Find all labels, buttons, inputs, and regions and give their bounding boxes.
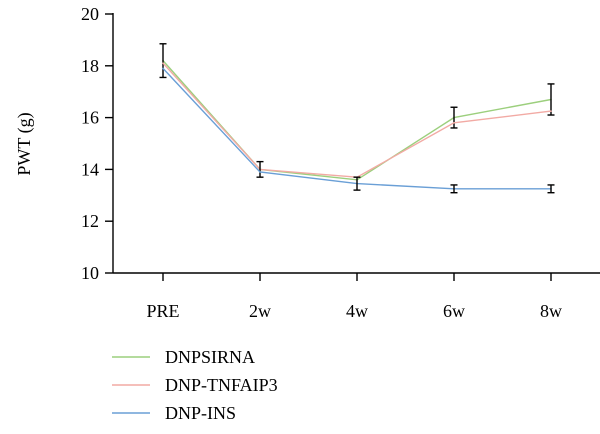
series-line-dnp-tnfaip3 bbox=[162, 62, 552, 178]
series-line-dnpsirna bbox=[162, 60, 552, 181]
x-tick-label: 6w bbox=[443, 301, 465, 321]
legend: DNPSIRNA DNP-TNFAIP3 DNP-INS bbox=[112, 347, 278, 423]
data-point-dnp-tnfaip3 bbox=[453, 121, 455, 124]
x-tick-label: 8w bbox=[540, 301, 562, 321]
y-axis-title: PWT (g) bbox=[14, 112, 35, 175]
data-point-dnp-tnfaip3 bbox=[162, 62, 164, 65]
data-point-dnp-ins bbox=[259, 171, 261, 173]
legend-label: DNPSIRNA bbox=[165, 347, 255, 367]
y-tick-label: 12 bbox=[81, 211, 99, 231]
y-tick-label: 14 bbox=[81, 159, 99, 179]
legend-label: DNP-TNFAIP3 bbox=[165, 375, 278, 395]
y-tick-label: 10 bbox=[81, 263, 99, 283]
y-tick-label: 16 bbox=[81, 108, 99, 128]
y-tick-label: 20 bbox=[81, 4, 99, 24]
x-tick-label: 2w bbox=[249, 301, 271, 321]
data-point-dnp-tnfaip3 bbox=[550, 110, 552, 112]
series-line-dnp-ins bbox=[162, 67, 551, 190]
x-tick-label: 4w bbox=[346, 301, 368, 321]
legend-label: DNP-INS bbox=[165, 403, 236, 423]
y-tick-label: 18 bbox=[81, 56, 99, 76]
data-point-dnp-ins bbox=[162, 67, 164, 70]
plot-area: 10 12 14 16 18 20 PRE 2w 4w 6w 8w bbox=[81, 4, 600, 321]
x-tick-label: PRE bbox=[146, 301, 179, 321]
